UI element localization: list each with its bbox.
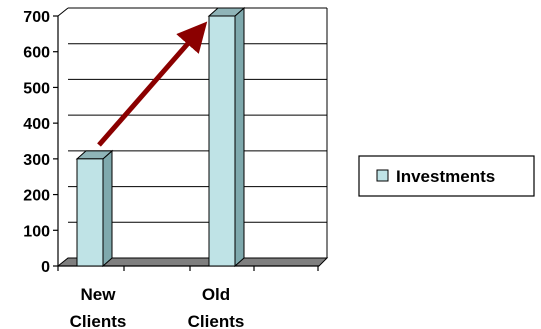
x-category-label: New: [81, 285, 117, 304]
x-category-label: Clients: [188, 312, 245, 329]
y-tick-label: 200: [23, 188, 50, 205]
arrow-line: [97, 21, 208, 147]
y-tick-label: 100: [23, 223, 50, 240]
bar-new-clients: [76, 158, 104, 267]
y-axis-top-edge: [57, 7, 69, 17]
legend-swatch: [376, 169, 389, 182]
y-tick-label: 300: [23, 152, 50, 169]
bar-old-clients: [208, 15, 236, 267]
bars: [75, 6, 246, 268]
y-tick-label: 0: [41, 259, 50, 276]
trend-arrow: [97, 21, 208, 147]
legend: Investments: [358, 155, 535, 197]
axes: [53, 7, 69, 267]
x-category-labels: New Clients Old Clients: [70, 285, 245, 329]
y-tick-label: 600: [23, 45, 50, 62]
bar-side: [102, 149, 113, 268]
legend-label: Investments: [396, 167, 495, 186]
x-category-label: Clients: [70, 312, 127, 329]
y-tick-label: 700: [23, 9, 50, 26]
y-tick-labels: 0 100 200 300 400 500 600 700: [23, 9, 50, 276]
y-tick-label: 500: [23, 80, 50, 97]
y-tick-label: 400: [23, 116, 50, 133]
x-category-label: Old: [202, 285, 230, 304]
chart-floor: [56, 257, 329, 271]
bar-side: [234, 6, 245, 268]
